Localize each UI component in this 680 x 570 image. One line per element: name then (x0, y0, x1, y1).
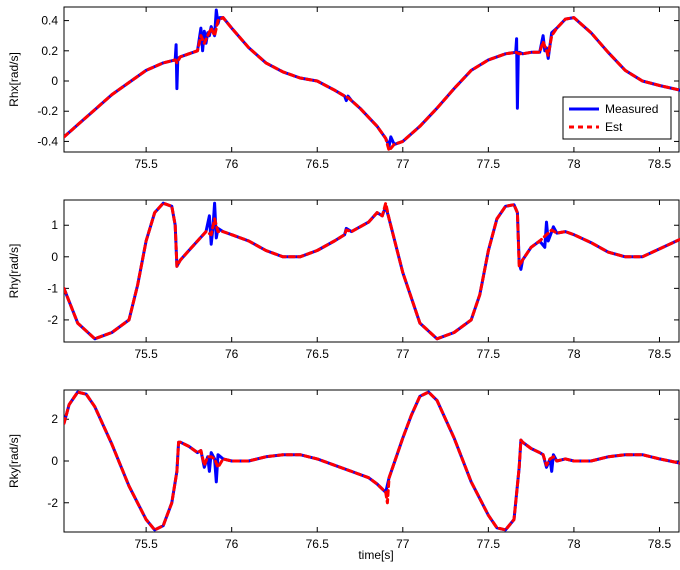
x-tick-label: 75.5 (134, 347, 158, 361)
legend-box (562, 96, 672, 140)
x-tick-label: 75.5 (134, 157, 158, 171)
y-tick-label: 2 (51, 412, 58, 426)
x-tick-label: 77.5 (477, 347, 501, 361)
x-tick-label: 76 (225, 157, 239, 171)
x-tick-label: 78 (567, 537, 581, 551)
x-tick-label: 76 (225, 537, 239, 551)
y-tick-label: 0.4 (41, 14, 58, 28)
y-tick-label: -2 (47, 496, 58, 510)
y-tick-label: -2 (47, 313, 58, 327)
x-tick-label: 78.5 (648, 347, 672, 361)
y-tick-label: 0 (51, 74, 58, 88)
x-tick-label: 77 (396, 537, 410, 551)
x-tick-label: 77.5 (477, 537, 501, 551)
subplot-3: 75.5 76 76.5 77 77.5 78 78.5 -2 0 2 Rky[rad/s] (7, 389, 680, 551)
legend-label-est: Est (605, 120, 623, 134)
series-group (64, 8, 680, 152)
axes-box (63, 199, 680, 343)
y-tick-label: 1 (51, 218, 58, 232)
y-tick-label: 0 (51, 454, 58, 468)
axes-box (63, 6, 680, 153)
x-tick-label: 76.5 (306, 537, 330, 551)
y-tick-label: -1 (47, 281, 58, 295)
series-line-measured (64, 201, 680, 341)
y-tick-label: 0.2 (41, 44, 58, 58)
subplot-1: 75.5 76 76.5 77 77.5 78 78.5 -0.4 -0.2 0 0.2 0.4 Rhx… (7, 6, 680, 171)
subplot-2: 75.5 76 76.5 77 77.5 78 78.5 -2 -1 0 1 Rhy[rad/s] (7, 199, 680, 361)
y-tick-label: -0.2 (37, 104, 58, 118)
x-tick-label: 77 (396, 347, 410, 361)
x-tick-label: 76 (225, 347, 239, 361)
y-axis-label: Rhy[rad/s] (7, 244, 21, 299)
series-group (64, 201, 680, 341)
x-tick-label: 76.5 (306, 347, 330, 361)
x-tick-label: 76.5 (306, 157, 330, 171)
series-line-est (64, 16, 680, 152)
x-tick-label: 78 (567, 157, 581, 171)
series-group (64, 390, 680, 532)
x-tick-label: 78.5 (648, 537, 672, 551)
series-line-est (64, 201, 680, 341)
x-tick-label: 75.5 (134, 537, 158, 551)
y-axis-label: Rky[rad/s] (7, 434, 21, 488)
x-tick-label: 77.5 (477, 157, 501, 171)
x-tick-label: 78.5 (648, 157, 672, 171)
legend: Measured Est (562, 96, 672, 140)
y-tick-label: -0.4 (37, 134, 58, 148)
legend-label-measured: Measured (605, 102, 658, 116)
series-line-est (64, 390, 680, 532)
y-tick-label: 0 (51, 250, 58, 264)
x-tick-label: 78 (567, 347, 581, 361)
x-tick-label: 77 (396, 157, 410, 171)
y-axis-label: Rhx[rad/s] (7, 52, 21, 107)
x-axis-label: time[s] (358, 548, 393, 562)
